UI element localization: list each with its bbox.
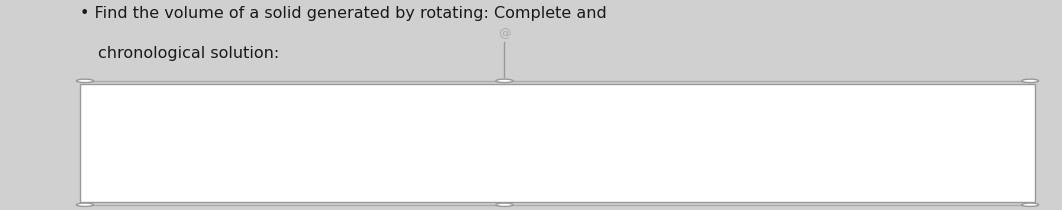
Text: • Find the volume of a solid generated by rotating: Complete and: • Find the volume of a solid generated b…	[80, 6, 606, 21]
Text: @: @	[498, 27, 511, 40]
Text: 1.: 1.	[98, 129, 123, 153]
Text: Region bounded by $y\!=\!\sqrt{x}$, $y\!=\!4$, $x\!=\!0$ rotated about the y-axi: Region bounded by $y\!=\!\sqrt{x}$, $y\!…	[133, 126, 937, 156]
Text: chronological solution:: chronological solution:	[98, 46, 279, 61]
